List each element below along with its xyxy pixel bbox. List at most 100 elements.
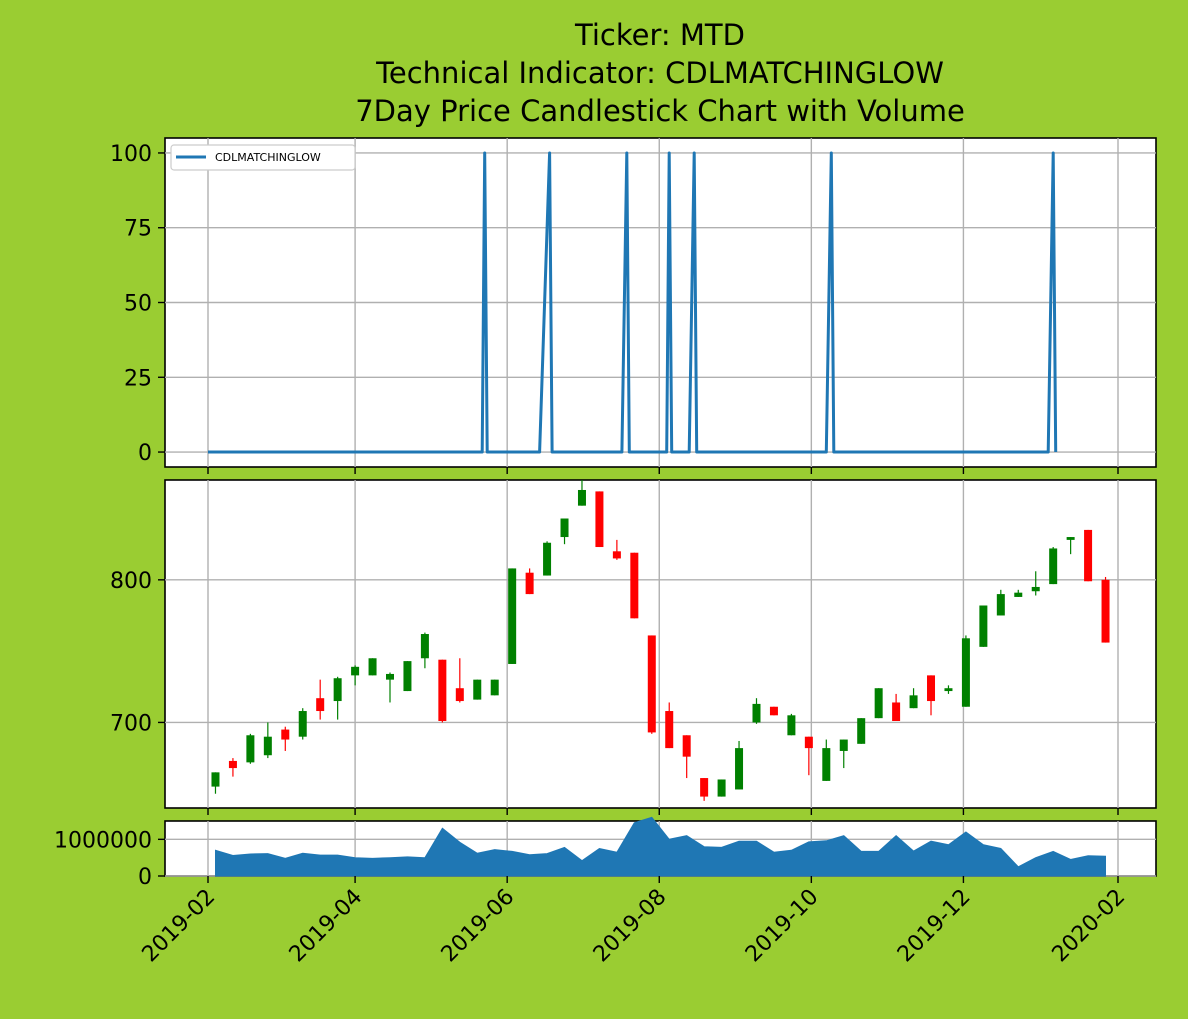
candle bbox=[543, 541, 551, 575]
y-tick-label: 1000000 bbox=[54, 828, 152, 853]
candle-body bbox=[630, 553, 638, 619]
y-tick-label: 25 bbox=[124, 366, 152, 391]
candle-body bbox=[595, 491, 603, 547]
y-tick-label: 700 bbox=[110, 711, 152, 736]
price-x-tickmarks bbox=[208, 808, 1118, 815]
candle-body bbox=[857, 718, 865, 744]
candle-body bbox=[229, 761, 237, 768]
candle-body bbox=[700, 778, 708, 797]
legend: CDLMATCHINGLOW bbox=[171, 145, 355, 170]
candle bbox=[299, 708, 307, 739]
y-tick-label: 75 bbox=[124, 217, 152, 242]
candle bbox=[508, 568, 516, 664]
x-tick-label: 2019-08 bbox=[589, 885, 672, 968]
candle bbox=[962, 635, 970, 706]
price-panel: 700 800 bbox=[110, 480, 1156, 815]
candle-body bbox=[578, 490, 586, 506]
x-tick-label: 2019-06 bbox=[437, 885, 520, 968]
candle-body bbox=[665, 711, 673, 748]
volume-y-ticks: 0 1000000 bbox=[54, 828, 165, 890]
candle-body bbox=[351, 667, 359, 676]
candle bbox=[595, 491, 603, 547]
y-tick-label: 100 bbox=[110, 142, 152, 167]
candle bbox=[630, 553, 638, 619]
candle bbox=[979, 605, 987, 646]
candle-body bbox=[421, 634, 429, 658]
candle-body bbox=[508, 568, 516, 664]
x-tick-label: 2019-02 bbox=[138, 885, 221, 968]
candle-body bbox=[875, 688, 883, 718]
candle-body bbox=[822, 748, 830, 781]
indicator-y-ticks: 0 25 50 75 100 bbox=[110, 142, 165, 466]
candle-body bbox=[316, 698, 324, 711]
candle-body bbox=[910, 695, 918, 708]
candle-body bbox=[1032, 587, 1040, 591]
candle-body bbox=[369, 658, 377, 675]
candle bbox=[875, 688, 883, 718]
candle-body bbox=[927, 675, 935, 701]
chart-title-description: 7Day Price Candlestick Chart with Volume bbox=[355, 94, 965, 128]
candle-body bbox=[473, 680, 481, 700]
y-tick-label: 0 bbox=[138, 441, 152, 466]
candle-body bbox=[840, 740, 848, 751]
y-tick-label: 0 bbox=[138, 865, 152, 890]
candle-body bbox=[997, 594, 1005, 615]
indicator-panel: 0 25 50 75 100 CDLMATCHINGLOW bbox=[110, 138, 1156, 474]
price-y-ticks: 700 800 bbox=[110, 569, 165, 737]
candle-body bbox=[752, 704, 760, 723]
y-tick-label: 50 bbox=[124, 292, 152, 317]
candle-body bbox=[1102, 580, 1110, 643]
chart-title-indicator: Technical Indicator: CDLMATCHINGLOW bbox=[375, 56, 944, 90]
indicator-x-tickmarks bbox=[208, 467, 1118, 474]
candle-body bbox=[1084, 530, 1092, 581]
candle-body bbox=[386, 674, 394, 680]
candle bbox=[246, 734, 254, 764]
candle bbox=[787, 714, 795, 735]
candle bbox=[735, 741, 743, 789]
candle bbox=[718, 779, 726, 796]
candle bbox=[1102, 577, 1110, 643]
candle bbox=[438, 660, 446, 723]
candle-body bbox=[735, 748, 743, 789]
x-tick-label: 2020-02 bbox=[1048, 885, 1131, 968]
candle-body bbox=[561, 519, 569, 538]
candle-body bbox=[979, 605, 987, 646]
x-tick-label: 2019-10 bbox=[741, 885, 824, 968]
candle bbox=[770, 707, 778, 716]
candle-body bbox=[648, 635, 656, 732]
x-tick-label: 2019-12 bbox=[893, 885, 976, 968]
candle-body bbox=[787, 715, 795, 735]
candle-body bbox=[718, 779, 726, 796]
candle-body bbox=[1049, 548, 1057, 584]
candle-body bbox=[264, 737, 272, 756]
y-tick-label: 800 bbox=[110, 569, 152, 594]
candle-body bbox=[543, 543, 551, 576]
candle-body bbox=[526, 573, 534, 594]
candle-body bbox=[403, 661, 411, 691]
candle-body bbox=[211, 772, 219, 786]
candle-body bbox=[438, 660, 446, 721]
chart-title-ticker: Ticker: MTD bbox=[574, 18, 745, 52]
volume-panel: 0 1000000 2019-02 2019-04 2019-06 2019-08 201… bbox=[54, 817, 1156, 967]
candle bbox=[857, 718, 865, 744]
candle-body bbox=[456, 688, 464, 701]
candle-body bbox=[334, 678, 342, 701]
candle bbox=[403, 661, 411, 691]
candle bbox=[473, 680, 481, 700]
candle-body bbox=[613, 551, 621, 558]
candle-body bbox=[944, 688, 952, 691]
candle-body bbox=[683, 735, 691, 756]
x-tick-label: 2019-04 bbox=[285, 885, 368, 968]
candle bbox=[1084, 530, 1092, 581]
candle-body bbox=[281, 730, 289, 740]
candle bbox=[648, 635, 656, 733]
candle bbox=[369, 658, 377, 675]
candle bbox=[491, 680, 499, 696]
candle-body bbox=[491, 680, 499, 696]
candle-body bbox=[1067, 537, 1075, 540]
candle-body bbox=[770, 707, 778, 716]
candle-body bbox=[892, 702, 900, 721]
legend-label: CDLMATCHINGLOW bbox=[215, 151, 321, 164]
candle-body bbox=[1014, 593, 1022, 597]
